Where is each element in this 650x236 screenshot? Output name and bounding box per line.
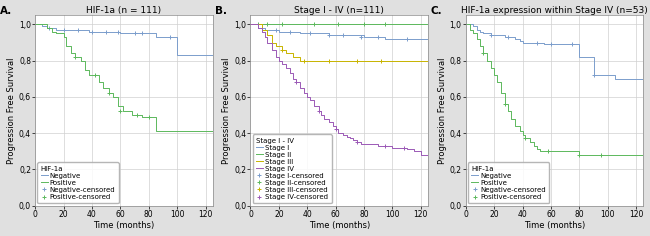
Y-axis label: Progression Free Survival: Progression Free Survival — [437, 57, 447, 164]
X-axis label: Time (months): Time (months) — [524, 221, 585, 230]
Y-axis label: Progression Free Survival: Progression Free Survival — [7, 57, 16, 164]
Title: Stage I - IV (n=111): Stage I - IV (n=111) — [294, 6, 384, 15]
Y-axis label: Progression Free Survival: Progression Free Survival — [222, 57, 231, 164]
Legend: Negative, Positive, Negative-censored, Positive-censored: Negative, Positive, Negative-censored, P… — [468, 162, 549, 203]
Text: B.: B. — [215, 6, 227, 16]
Legend: Stage I, Stage II, Stage III, Stage IV, Stage I-censored, Stage II-censored, Sta: Stage I, Stage II, Stage III, Stage IV, … — [253, 134, 332, 203]
X-axis label: Time (months): Time (months) — [94, 221, 155, 230]
Legend: Negative, Positive, Negative-censored, Positive-censored: Negative, Positive, Negative-censored, P… — [37, 162, 119, 203]
Text: A.: A. — [0, 6, 12, 16]
Title: HIF-1a expression within Stage IV (n=53): HIF-1a expression within Stage IV (n=53) — [461, 6, 648, 15]
Title: HIF-1a (n = 111): HIF-1a (n = 111) — [86, 6, 161, 15]
X-axis label: Time (months): Time (months) — [309, 221, 370, 230]
Text: C.: C. — [430, 6, 442, 16]
